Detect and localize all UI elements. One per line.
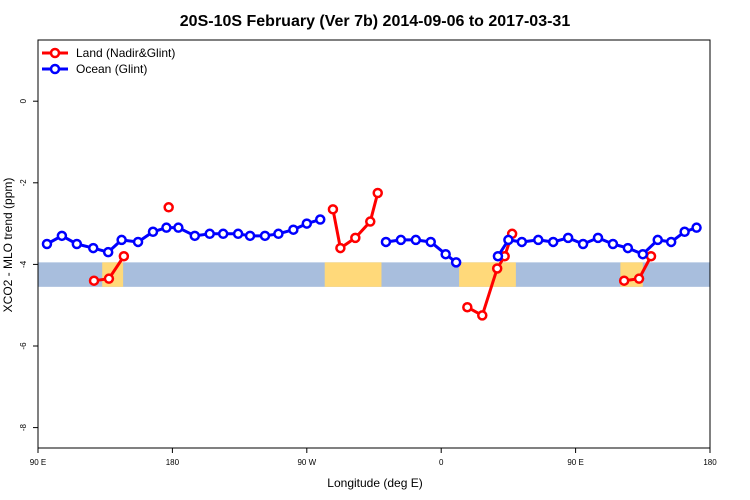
series-1-point-1-3: [425, 236, 436, 248]
x-tick-label-1: 180: [166, 458, 180, 467]
legend-ocean-label: Ocean (Glint): [76, 62, 147, 76]
series-1-point-0-9: [173, 222, 184, 233]
series-layer: [41, 187, 702, 321]
series-0-point-3-0: [462, 301, 473, 313]
series-0-point-4-1: [633, 273, 645, 284]
series-0-point-0-2: [118, 250, 130, 262]
series-1-point-0-17: [288, 224, 299, 235]
series-0-point-2-0: [327, 204, 339, 215]
series-1-point-1-5: [450, 257, 462, 268]
x-tick-label-4: 90 E: [567, 458, 583, 467]
series-1-point-0-16: [273, 228, 284, 240]
x-axis: 90 E 180 90 W 0 90 E 180: [30, 448, 717, 467]
series-1-point-2-14: [691, 222, 702, 233]
land-segment-1: [324, 262, 382, 287]
series-0-point-3-2: [491, 263, 503, 274]
legend: Land (Nadir&Glint) Ocean (Glint): [42, 46, 175, 76]
series-1-point-0-15: [259, 230, 271, 242]
x-tick-label-2: 90 W: [297, 458, 316, 467]
series-1-point-0-0: [41, 238, 53, 250]
series-1-point-0-19: [314, 214, 326, 225]
x-tick-label-5: 180: [703, 458, 717, 467]
series-1-point-0-8: [161, 222, 172, 233]
x-tick-label-3: 0: [439, 458, 444, 467]
series-1-point-0-11: [204, 228, 215, 240]
series-1: [41, 214, 702, 268]
y-axis-label: XCO2 - MLO trend (ppm): [1, 178, 15, 313]
series-1-point-0-13: [232, 228, 244, 240]
series-1-point-0-5: [116, 234, 127, 246]
series-1-point-1-4: [440, 248, 451, 260]
series-0-point-2-3: [365, 216, 376, 227]
series-1-point-2-0: [492, 250, 504, 262]
chart-title: 20S-10S February (Ver 7b) 2014-09-06 to …: [180, 13, 571, 30]
series-0-point-3-1: [477, 310, 488, 321]
series-0-point-0-1: [103, 273, 115, 284]
x-axis-label: Longitude (deg E): [327, 476, 422, 490]
series-1-point-2-13: [679, 226, 690, 238]
series-1-point-0-10: [189, 230, 201, 242]
series-1-point-2-6: [577, 238, 589, 250]
series-0-point-1-0: [163, 202, 174, 213]
series-1-point-2-1: [503, 234, 514, 246]
y-tick-label-0: 0: [19, 98, 28, 103]
series-1-point-0-18: [301, 218, 313, 229]
series-1-point-0-14: [244, 230, 256, 242]
series-1-point-2-10: [637, 248, 649, 260]
land-segment-2: [459, 262, 516, 287]
series-1-point-2-12: [665, 236, 677, 248]
series-0-point-2-4: [372, 187, 383, 199]
y-tick-label-2: -4: [19, 260, 28, 268]
series-1-point-2-9: [622, 242, 634, 254]
series-1-point-2-11: [652, 234, 663, 246]
series-1-point-2-8: [607, 238, 619, 250]
series-0-point-0-0: [88, 275, 100, 286]
legend-ocean-marker: [49, 63, 61, 75]
plot-frame: [37, 39, 711, 449]
series-1-point-2-3: [533, 234, 544, 246]
series-1-point-0-7: [147, 226, 159, 238]
series-0-point-4-2: [645, 250, 657, 262]
series-0-point-4-0: [618, 275, 630, 286]
series-1-point-0-2: [71, 238, 83, 250]
series-1-point-1-0: [380, 236, 392, 248]
series-1-point-1-2: [410, 234, 422, 246]
series-1-point-0-4: [102, 246, 114, 258]
series-1-point-2-2: [516, 236, 528, 248]
series-1-point-0-1: [56, 230, 68, 242]
legend-land-marker: [49, 47, 61, 59]
series-1-point-0-6: [132, 236, 144, 248]
x-tick-label-0: 90 E: [30, 458, 46, 467]
legend-land-label: Land (Nadir&Glint): [76, 46, 175, 60]
series-1-point-0-12: [217, 228, 229, 240]
y-tick-label-1: -2: [19, 179, 28, 187]
series-1-point-0-3: [88, 242, 99, 254]
land-ocean-band: [38, 262, 710, 287]
series-0-point-2-2: [350, 232, 361, 244]
series-1-point-2-7: [592, 232, 604, 244]
series-0: [88, 187, 657, 321]
series-1-point-2-5: [562, 232, 574, 244]
series-1-point-2-4: [547, 236, 559, 248]
series-1-point-1-1: [395, 234, 407, 246]
y-axis: 0 -2 -4 -6 -8: [19, 98, 38, 431]
y-tick-label-4: -8: [19, 423, 28, 431]
y-tick-label-3: -6: [19, 342, 28, 350]
series-0-point-2-1: [335, 242, 346, 254]
